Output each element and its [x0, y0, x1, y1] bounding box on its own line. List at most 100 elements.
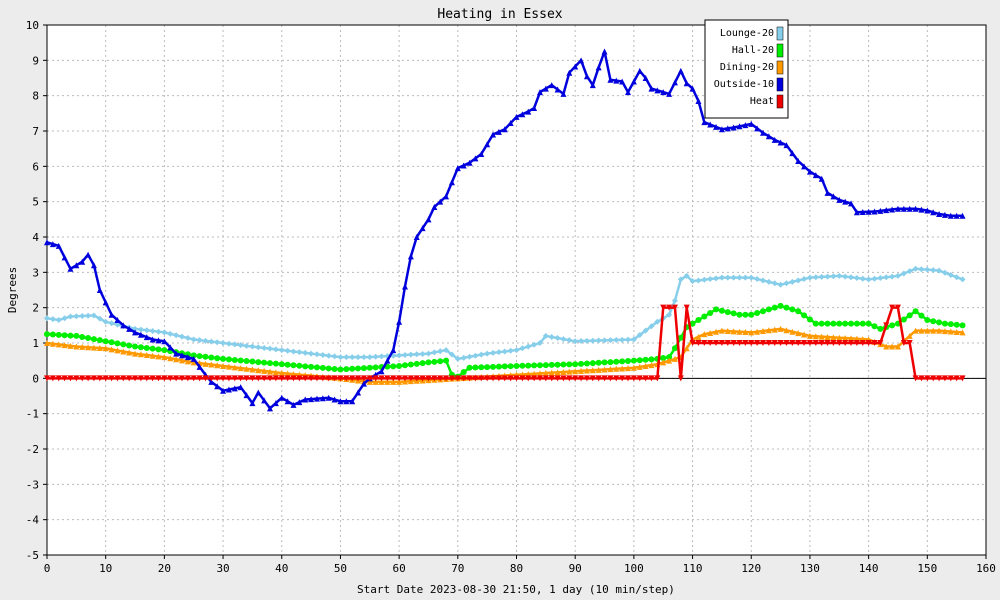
- data-point-hall-20: [143, 344, 150, 351]
- data-point-dining-20: [642, 362, 649, 369]
- data-point-hall-20: [214, 355, 221, 362]
- data-point-outside-10: [102, 299, 109, 306]
- data-point-outside-10: [894, 205, 901, 212]
- data-point-lounge-20: [936, 267, 943, 274]
- data-point-lounge-20: [783, 280, 790, 287]
- data-point-lounge-20: [689, 278, 696, 285]
- data-point-dining-20: [261, 367, 268, 374]
- data-point-outside-10: [812, 172, 819, 179]
- data-point-dining-20: [167, 355, 174, 362]
- data-point-lounge-20: [431, 349, 438, 356]
- data-point-hall-20: [754, 309, 761, 316]
- data-point-hall-20: [208, 354, 215, 361]
- data-point-outside-10: [572, 63, 579, 70]
- data-point-lounge-20: [560, 336, 567, 343]
- data-point-lounge-20: [220, 340, 227, 346]
- data-point-dining-20: [619, 365, 626, 372]
- data-point-heat: [560, 375, 567, 382]
- data-point-heat: [883, 322, 890, 329]
- data-point-dining-20: [255, 367, 262, 374]
- data-point-hall-20: [220, 355, 227, 362]
- data-point-outside-10: [912, 205, 919, 212]
- y-tick-label: 4: [32, 231, 39, 244]
- data-point-dining-20: [132, 350, 139, 357]
- data-point-heat: [953, 375, 960, 382]
- data-point-hall-20: [830, 320, 837, 327]
- data-point-outside-10: [947, 212, 954, 219]
- data-point-lounge-20: [161, 329, 168, 336]
- data-point-heat: [536, 375, 543, 382]
- data-point-outside-10: [272, 400, 279, 407]
- data-point-dining-20: [801, 331, 808, 338]
- data-point-heat: [302, 375, 309, 382]
- data-point-hall-20: [836, 320, 843, 327]
- data-point-outside-10: [390, 347, 397, 354]
- data-point-dining-20: [243, 365, 250, 372]
- data-point-lounge-20: [466, 353, 473, 360]
- data-point-heat: [683, 304, 690, 311]
- data-point-outside-10: [842, 198, 849, 205]
- data-point-heat: [812, 340, 819, 346]
- data-point-hall-20: [343, 366, 350, 373]
- data-point-outside-10: [120, 322, 127, 329]
- data-point-outside-10: [689, 85, 696, 92]
- data-point-lounge-20: [542, 332, 549, 339]
- data-point-heat: [877, 340, 884, 346]
- data-point-hall-20: [484, 364, 491, 371]
- data-point-heat: [507, 375, 514, 382]
- data-point-hall-20: [490, 363, 497, 370]
- data-point-lounge-20: [877, 274, 884, 281]
- data-point-dining-20: [366, 378, 373, 385]
- data-point-hall-20: [548, 361, 555, 368]
- data-point-heat: [267, 375, 274, 382]
- data-point-hall-20: [73, 332, 80, 339]
- data-point-hall-20: [278, 361, 285, 368]
- data-point-heat: [308, 375, 315, 382]
- data-point-hall-20: [625, 358, 632, 365]
- data-point-hall-20: [67, 332, 74, 339]
- data-point-lounge-20: [683, 272, 690, 279]
- data-point-hall-20: [783, 304, 790, 311]
- data-point-outside-10: [137, 331, 144, 338]
- y-tick-label: -5: [26, 549, 39, 562]
- data-point-lounge-20: [478, 351, 485, 358]
- data-point-outside-10: [865, 208, 872, 215]
- data-point-outside-10: [525, 108, 532, 115]
- data-point-dining-20: [378, 378, 385, 385]
- data-point-outside-10: [278, 394, 285, 401]
- data-point-hall-20: [531, 362, 538, 369]
- data-point-hall-20: [225, 356, 232, 363]
- data-point-hall-20: [613, 358, 620, 365]
- data-point-lounge-20: [167, 330, 174, 337]
- data-point-heat: [578, 375, 585, 382]
- data-point-hall-20: [267, 360, 274, 367]
- data-point-outside-10: [777, 139, 784, 146]
- data-point-outside-10: [542, 85, 549, 92]
- data-point-outside-10: [161, 338, 168, 345]
- data-point-outside-10: [789, 150, 796, 157]
- data-point-hall-20: [325, 365, 332, 372]
- data-point-dining-20: [842, 335, 849, 342]
- data-point-dining-20: [161, 354, 168, 361]
- data-point-heat: [748, 340, 755, 346]
- data-point-heat: [947, 375, 954, 382]
- data-point-dining-20: [924, 327, 931, 334]
- data-point-heat: [936, 375, 943, 382]
- data-point-heat: [513, 375, 520, 382]
- data-point-dining-20: [96, 344, 103, 351]
- data-point-outside-10: [384, 357, 391, 364]
- data-point-lounge-20: [44, 315, 50, 322]
- data-point-hall-20: [308, 363, 315, 370]
- data-point-lounge-20: [795, 277, 802, 284]
- data-point-dining-20: [795, 330, 802, 337]
- data-point-heat: [894, 304, 901, 311]
- data-point-hall-20: [519, 362, 526, 369]
- data-point-hall-20: [49, 331, 56, 338]
- data-point-outside-10: [918, 206, 925, 213]
- data-point-heat: [806, 340, 813, 346]
- data-point-dining-20: [953, 328, 960, 335]
- data-point-lounge-20: [290, 348, 297, 355]
- data-point-hall-20: [736, 311, 743, 318]
- data-point-outside-10: [713, 123, 720, 130]
- data-point-lounge-20: [918, 266, 925, 273]
